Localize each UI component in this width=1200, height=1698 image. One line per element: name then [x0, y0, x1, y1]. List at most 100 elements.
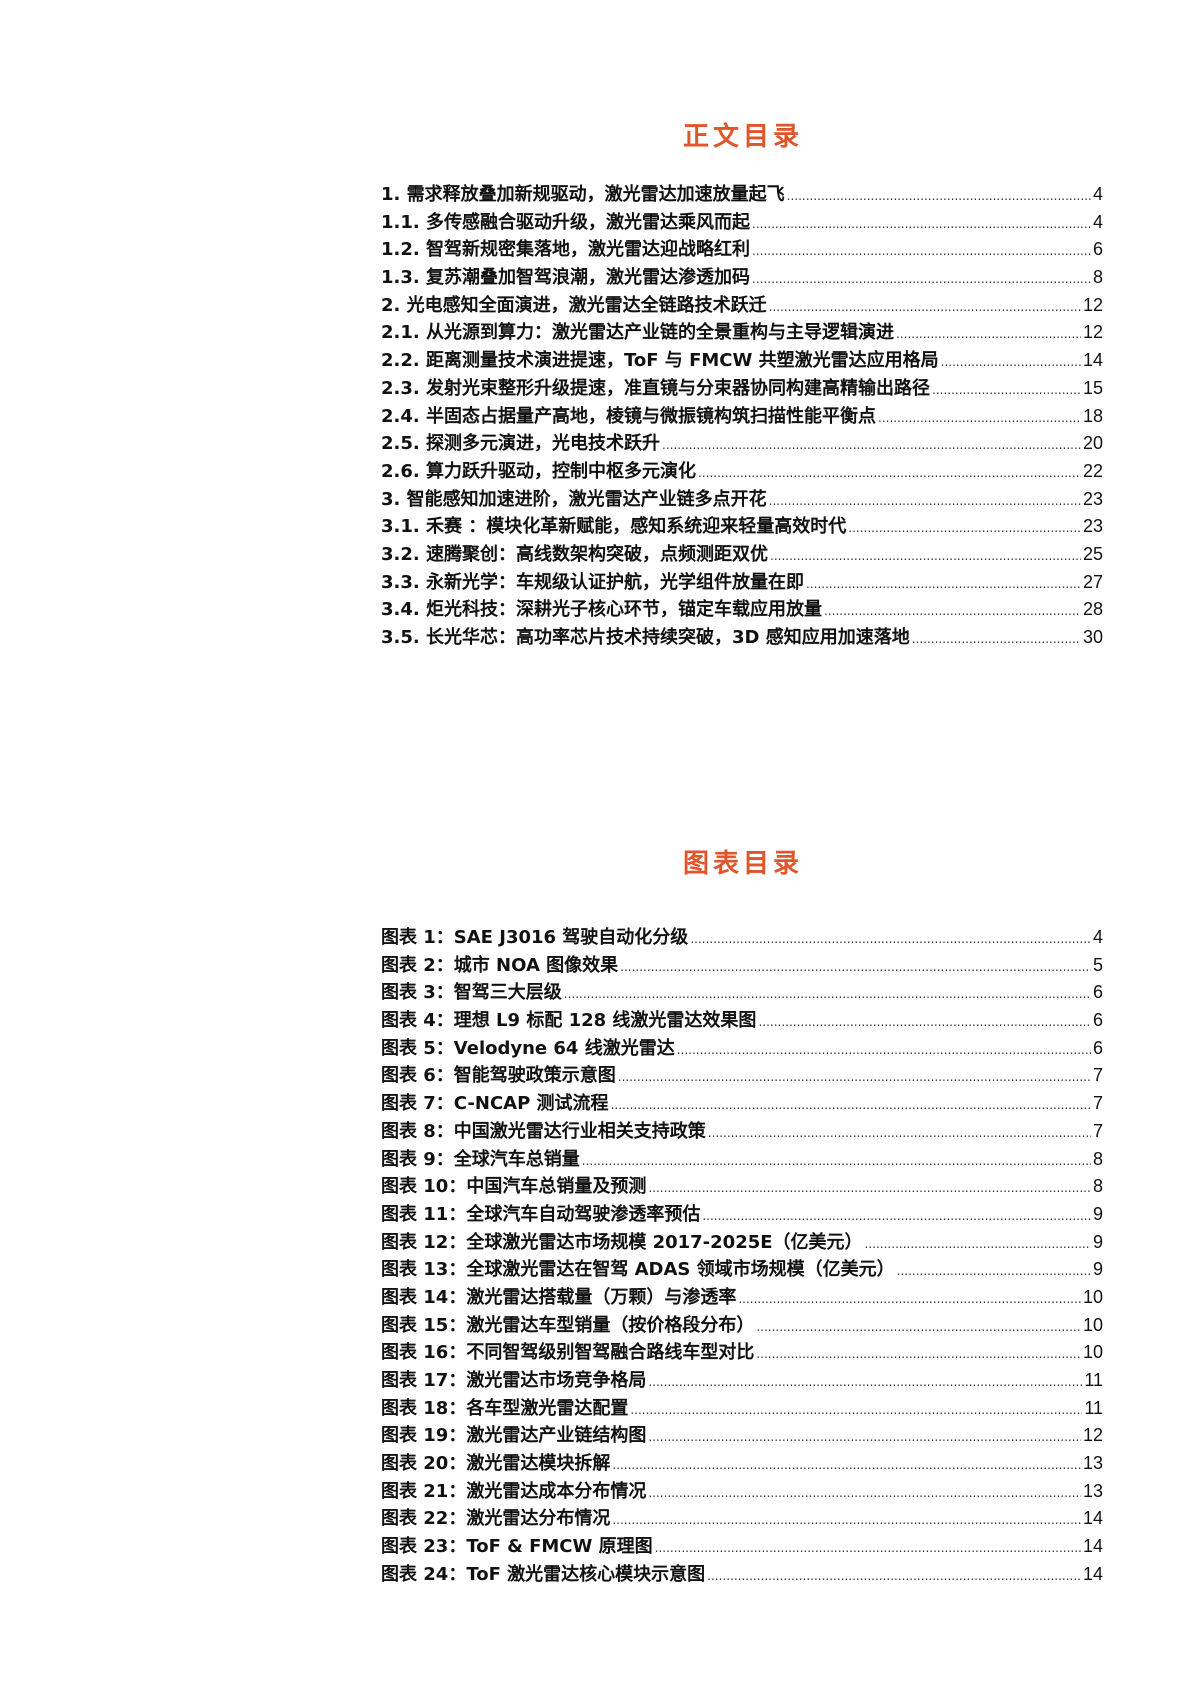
toc-entry-label[interactable]: 3. 智能感知加速进阶，激光雷达产业链多点开花: [381, 488, 767, 510]
main-toc-entry[interactable]: 3.4. 炬光科技：深耕光子核心环节，锚定车载应用放量 28: [381, 595, 1103, 623]
toc-page-number[interactable]: 14: [1082, 350, 1103, 371]
figure-toc-entry[interactable]: 图表 17：激光雷达市场竞争格局 11: [381, 1366, 1103, 1394]
toc-page-number[interactable]: 22: [1082, 460, 1103, 481]
main-toc-entry[interactable]: 2.4. 半固态占据量产高地，棱镜与微振镜构筑扫描性能平衡点 18: [381, 402, 1103, 430]
toc-page-number[interactable]: 10: [1082, 1314, 1103, 1335]
toc-entry-label[interactable]: 图表 18：各车型激光雷达配置: [381, 1397, 629, 1419]
main-toc-entry[interactable]: 3.5. 长光华芯：高功率芯片技术持续突破，3D 感知应用加速落地 30: [381, 623, 1103, 651]
toc-entry-label[interactable]: 1.2. 智驾新规密集落地，激光雷达迎战略红利: [381, 239, 750, 261]
toc-entry-label[interactable]: 图表 8：中国激光雷达行业相关支持政策: [381, 1120, 706, 1142]
toc-page-number[interactable]: 10: [1082, 1286, 1103, 1307]
toc-page-number[interactable]: 27: [1082, 571, 1103, 592]
figure-toc-entry[interactable]: 图表 23：ToF & FMCW 原理图 14: [381, 1532, 1103, 1560]
toc-page-number[interactable]: 15: [1082, 377, 1103, 398]
toc-page-number[interactable]: 6: [1092, 1037, 1103, 1058]
figure-toc-entry[interactable]: 图表 21：激光雷达成本分布情况 13: [381, 1477, 1103, 1505]
toc-entry-label[interactable]: 图表 6：智能驾驶政策示意图: [381, 1065, 616, 1087]
toc-entry-label[interactable]: 3.3. 永新光学：车规级认证护航，光学组件放量在即: [381, 571, 804, 593]
toc-page-number[interactable]: 13: [1082, 1480, 1103, 1501]
toc-page-number[interactable]: 6: [1092, 1010, 1103, 1031]
figure-toc-entry[interactable]: 图表 12：全球激光雷达市场规模 2017-2025E（亿美元） 9: [381, 1228, 1103, 1256]
toc-entry-label[interactable]: 3.4. 炬光科技：深耕光子核心环节，锚定车载应用放量: [381, 599, 822, 621]
toc-page-number[interactable]: 8: [1092, 1148, 1103, 1169]
figure-toc-entry[interactable]: 图表 13：全球激光雷达在智驾 ADAS 领域市场规模（亿美元） 9: [381, 1255, 1103, 1283]
toc-page-number[interactable]: 23: [1082, 488, 1103, 509]
toc-page-number[interactable]: 11: [1084, 1397, 1103, 1418]
main-toc-entry[interactable]: 2.2. 距离测量技术演进提速，ToF 与 FMCW 共塑激光雷达应用格局 14: [381, 346, 1103, 374]
toc-entry-label[interactable]: 2.2. 距离测量技术演进提速，ToF 与 FMCW 共塑激光雷达应用格局: [381, 350, 939, 372]
toc-entry-label[interactable]: 1. 需求释放叠加新规驱动，激光雷达加速放量起飞: [381, 184, 785, 205]
toc-entry-label[interactable]: 3.1. 禾赛 ：模块化革新赋能，感知系统迎来轻量高效时代: [381, 516, 847, 538]
toc-page-number[interactable]: 28: [1082, 599, 1103, 620]
figure-toc-entry[interactable]: 图表 18：各车型激光雷达配置 11: [381, 1394, 1103, 1422]
main-toc-entry[interactable]: 1.2. 智驾新规密集落地，激光雷达迎战略红利 6: [381, 235, 1103, 263]
toc-page-number[interactable]: 30: [1082, 627, 1103, 647]
main-toc-entry[interactable]: 2.1. 从光源到算力：激光雷达产业链的全景重构与主导逻辑演进 12: [381, 318, 1103, 346]
toc-entry-label[interactable]: 图表 12：全球激光雷达市场规模 2017-2025E（亿美元）: [381, 1231, 863, 1253]
toc-page-number[interactable]: 5: [1092, 954, 1103, 975]
toc-entry-label[interactable]: 图表 10：中国汽车总销量及预测: [381, 1176, 647, 1198]
toc-entry-label[interactable]: 2.5. 探测多元演进，光电技术跃升: [381, 433, 660, 455]
toc-page-number[interactable]: 9: [1092, 1231, 1103, 1252]
figure-toc-entry[interactable]: 图表 16：不同智驾级别智驾融合路线车型对比 10: [381, 1338, 1103, 1366]
toc-entry-label[interactable]: 图表 3：智驾三大层级: [381, 982, 562, 1004]
toc-page-number[interactable]: 13: [1082, 1453, 1103, 1474]
toc-page-number[interactable]: 14: [1082, 1563, 1103, 1584]
toc-entry-label[interactable]: 图表 21：激光雷达成本分布情况: [381, 1480, 647, 1502]
toc-entry-label[interactable]: 图表 22：激光雷达分布情况: [381, 1508, 611, 1530]
main-toc-entry[interactable]: 1.3. 复苏潮叠加智驾浪潮，激光雷达渗透加码 8: [381, 263, 1103, 291]
toc-page-number[interactable]: 25: [1082, 543, 1103, 564]
toc-page-number[interactable]: 12: [1082, 1425, 1103, 1446]
toc-entry-label[interactable]: 图表 7：C-NCAP 测试流程: [381, 1093, 609, 1115]
toc-entry-label[interactable]: 图表 5：Velodyne 64 线激光雷达: [381, 1037, 675, 1059]
toc-entry-label[interactable]: 2.6. 算力跃升驱动，控制中枢多元演化: [381, 460, 696, 482]
toc-page-number[interactable]: 23: [1082, 516, 1103, 537]
main-toc-entry[interactable]: 1. 需求释放叠加新规驱动，激光雷达加速放量起飞 4: [381, 180, 1103, 208]
figure-toc-entry[interactable]: 图表 1：SAE J3016 驾驶自动化分级 4: [381, 923, 1103, 951]
figure-toc-entry[interactable]: 图表 3：智驾三大层级 6: [381, 978, 1103, 1006]
toc-entry-label[interactable]: 图表 11：全球汽车自动驾驶渗透率预估: [381, 1203, 701, 1225]
figure-toc-entry[interactable]: 图表 2：城市 NOA 图像效果 5: [381, 951, 1103, 979]
figure-toc-entry[interactable]: 图表 9：全球汽车总销量 8: [381, 1145, 1103, 1173]
toc-entry-label[interactable]: 1.1. 多传感融合驱动升级，激光雷达乘风而起: [381, 211, 750, 233]
toc-entry-label[interactable]: 2. 光电感知全面演进，激光雷达全链路技术跃迁: [381, 294, 767, 316]
main-toc-entry[interactable]: 2.5. 探测多元演进，光电技术跃升 20: [381, 429, 1103, 457]
toc-page-number[interactable]: 8: [1092, 1176, 1103, 1197]
toc-entry-label[interactable]: 图表 20：激光雷达模块拆解: [381, 1453, 611, 1475]
figure-toc-entry[interactable]: 图表 6：智能驾驶政策示意图 7: [381, 1061, 1103, 1089]
main-toc-entry[interactable]: 3.1. 禾赛 ：模块化革新赋能，感知系统迎来轻量高效时代 23: [381, 512, 1103, 540]
toc-entry-label[interactable]: 图表 14：激光雷达搭载量（万颗）与渗透率: [381, 1286, 737, 1308]
toc-page-number[interactable]: 7: [1092, 1093, 1103, 1114]
figure-toc-entry[interactable]: 图表 5：Velodyne 64 线激光雷达 6: [381, 1034, 1103, 1062]
main-toc-entry[interactable]: 2.3. 发射光束整形升级提速，准直镜与分束器协同构建高精输出路径 15: [381, 374, 1103, 402]
toc-page-number[interactable]: 9: [1092, 1203, 1103, 1224]
figure-toc-entry[interactable]: 图表 4：理想 L9 标配 128 线激光雷达效果图 6: [381, 1006, 1103, 1034]
toc-page-number[interactable]: 7: [1092, 1120, 1103, 1141]
toc-entry-label[interactable]: 1.3. 复苏潮叠加智驾浪潮，激光雷达渗透加码: [381, 267, 750, 289]
toc-page-number[interactable]: 7: [1092, 1065, 1103, 1086]
figure-toc-entry[interactable]: 图表 24：ToF 激光雷达核心模块示意图 14: [381, 1560, 1103, 1588]
toc-entry-label[interactable]: 2.4. 半固态占据量产高地，棱镜与微振镜构筑扫描性能平衡点: [381, 405, 876, 427]
main-toc-entry[interactable]: 3.3. 永新光学：车规级认证护航，光学组件放量在即 27: [381, 568, 1103, 596]
main-toc-entry[interactable]: 3.2. 速腾聚创：高线数架构突破，点频测距双优 25: [381, 540, 1103, 568]
toc-entry-label[interactable]: 图表 15：激光雷达车型销量（按价格段分布）: [381, 1314, 755, 1336]
toc-page-number[interactable]: 10: [1082, 1342, 1103, 1363]
figure-toc-entry[interactable]: 图表 11：全球汽车自动驾驶渗透率预估 9: [381, 1200, 1103, 1228]
toc-page-number[interactable]: 4: [1092, 927, 1103, 947]
toc-page-number[interactable]: 4: [1092, 211, 1103, 232]
figure-toc-entry[interactable]: 图表 7：C-NCAP 测试流程 7: [381, 1089, 1103, 1117]
toc-entry-label[interactable]: 图表 2：城市 NOA 图像效果: [381, 954, 619, 976]
toc-entry-label[interactable]: 3.5. 长光华芯：高功率芯片技术持续突破，3D 感知应用加速落地: [381, 627, 910, 648]
toc-page-number[interactable]: 6: [1092, 239, 1103, 260]
toc-entry-label[interactable]: 图表 17：激光雷达市场竞争格局: [381, 1370, 647, 1391]
figure-toc-entry[interactable]: 图表 15：激光雷达车型销量（按价格段分布） 10: [381, 1311, 1103, 1339]
toc-page-number[interactable]: 18: [1082, 405, 1103, 426]
figure-toc-entry[interactable]: 图表 14：激光雷达搭载量（万颗）与渗透率 10: [381, 1283, 1103, 1311]
figure-toc-entry[interactable]: 图表 22：激光雷达分布情况 14: [381, 1504, 1103, 1532]
toc-page-number[interactable]: 12: [1082, 322, 1103, 343]
main-toc-entry[interactable]: 1.1. 多传感融合驱动升级，激光雷达乘风而起 4: [381, 208, 1103, 236]
toc-entry-label[interactable]: 图表 9：全球汽车总销量: [381, 1148, 580, 1170]
toc-entry-label[interactable]: 图表 13：全球激光雷达在智驾 ADAS 领域市场规模（亿美元）: [381, 1259, 895, 1281]
main-toc-entry[interactable]: 2.6. 算力跃升驱动，控制中枢多元演化 22: [381, 457, 1103, 485]
toc-entry-label[interactable]: 图表 23：ToF & FMCW 原理图: [381, 1536, 653, 1558]
